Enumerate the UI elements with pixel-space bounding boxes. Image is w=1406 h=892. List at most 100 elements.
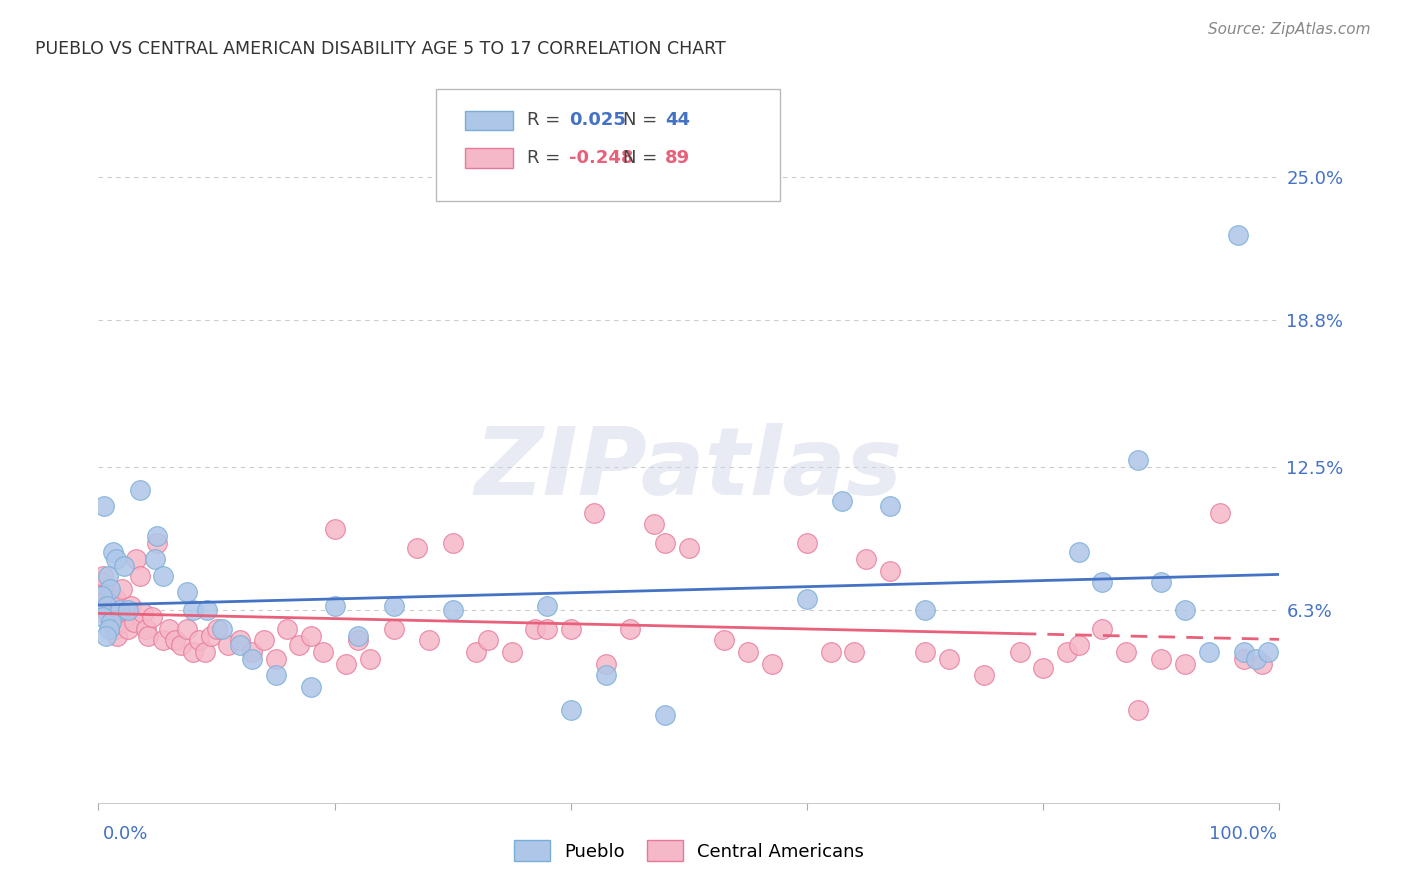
Point bbox=[105, 591, 128, 606]
Point bbox=[1126, 452, 1149, 467]
Point bbox=[276, 622, 298, 636]
Point bbox=[97, 606, 120, 620]
Point bbox=[152, 633, 174, 648]
Text: 89: 89 bbox=[665, 149, 690, 167]
Point bbox=[1091, 575, 1114, 590]
Point bbox=[181, 645, 204, 659]
Point bbox=[100, 615, 122, 629]
Point bbox=[125, 552, 148, 566]
Point bbox=[146, 536, 169, 550]
Point bbox=[108, 610, 131, 624]
Point bbox=[112, 615, 135, 629]
Point bbox=[1150, 652, 1173, 666]
Point bbox=[441, 603, 464, 617]
Point bbox=[879, 564, 901, 578]
Point bbox=[1250, 657, 1272, 671]
Point bbox=[101, 545, 124, 559]
Point bbox=[132, 606, 155, 620]
Point bbox=[176, 584, 198, 599]
Point bbox=[187, 633, 209, 648]
Text: -0.248: -0.248 bbox=[569, 149, 634, 167]
Point bbox=[1126, 703, 1149, 717]
Point bbox=[181, 603, 204, 617]
Point bbox=[98, 622, 121, 636]
Point bbox=[98, 587, 121, 601]
Point bbox=[98, 582, 121, 597]
Point bbox=[323, 522, 346, 536]
Point bbox=[619, 622, 641, 636]
Point bbox=[382, 622, 405, 636]
Point bbox=[737, 645, 759, 659]
Point bbox=[406, 541, 429, 555]
Point bbox=[91, 610, 114, 624]
Point bbox=[93, 499, 115, 513]
Point bbox=[418, 633, 440, 648]
Point bbox=[90, 575, 112, 590]
Point bbox=[441, 536, 464, 550]
Point bbox=[122, 615, 145, 629]
Point bbox=[1244, 652, 1267, 666]
Point bbox=[117, 603, 139, 617]
Point bbox=[938, 652, 960, 666]
Point bbox=[105, 629, 128, 643]
Point bbox=[195, 603, 218, 617]
Text: R =: R = bbox=[527, 112, 567, 129]
Point bbox=[855, 552, 877, 566]
Point bbox=[312, 645, 335, 659]
Point bbox=[91, 590, 114, 604]
Point bbox=[713, 633, 735, 648]
Point bbox=[217, 638, 239, 652]
Point bbox=[1115, 645, 1137, 659]
Point bbox=[253, 633, 276, 648]
Point bbox=[96, 599, 118, 613]
Point bbox=[323, 599, 346, 613]
Point bbox=[200, 629, 222, 643]
Point bbox=[1233, 645, 1256, 659]
Point bbox=[101, 615, 124, 629]
Point bbox=[104, 622, 127, 636]
Text: 100.0%: 100.0% bbox=[1209, 825, 1277, 843]
Point bbox=[240, 652, 263, 666]
Point bbox=[1174, 603, 1197, 617]
Point bbox=[128, 483, 150, 497]
Text: 0.025: 0.025 bbox=[569, 112, 626, 129]
Text: 0.0%: 0.0% bbox=[103, 825, 148, 843]
Text: 44: 44 bbox=[665, 112, 690, 129]
Legend: Pueblo, Central Americans: Pueblo, Central Americans bbox=[505, 831, 873, 871]
Point bbox=[1174, 657, 1197, 671]
Point bbox=[94, 629, 117, 643]
Point bbox=[299, 629, 322, 643]
Point bbox=[141, 610, 163, 624]
Point bbox=[205, 622, 228, 636]
Point bbox=[654, 707, 676, 722]
Point bbox=[844, 645, 866, 659]
Point bbox=[583, 506, 606, 520]
Point bbox=[1150, 575, 1173, 590]
Point bbox=[879, 499, 901, 513]
Point bbox=[761, 657, 783, 671]
Point bbox=[347, 629, 370, 643]
Point bbox=[536, 599, 558, 613]
Point bbox=[359, 652, 381, 666]
Text: PUEBLO VS CENTRAL AMERICAN DISABILITY AGE 5 TO 17 CORRELATION CHART: PUEBLO VS CENTRAL AMERICAN DISABILITY AG… bbox=[35, 40, 725, 58]
Point bbox=[240, 645, 263, 659]
Point bbox=[820, 645, 842, 659]
Point bbox=[643, 517, 665, 532]
Point bbox=[96, 599, 118, 613]
Point bbox=[536, 622, 558, 636]
Point bbox=[347, 633, 370, 648]
Point bbox=[654, 536, 676, 550]
Point bbox=[1032, 661, 1054, 675]
Point bbox=[135, 622, 157, 636]
Point bbox=[264, 668, 287, 682]
Point bbox=[796, 536, 818, 550]
Point bbox=[1091, 622, 1114, 636]
Point bbox=[165, 633, 187, 648]
Point bbox=[914, 603, 936, 617]
Point bbox=[299, 680, 322, 694]
Point bbox=[914, 645, 936, 659]
Point bbox=[91, 568, 114, 582]
Point bbox=[1198, 645, 1220, 659]
Text: N =: N = bbox=[623, 112, 662, 129]
Point bbox=[176, 622, 198, 636]
